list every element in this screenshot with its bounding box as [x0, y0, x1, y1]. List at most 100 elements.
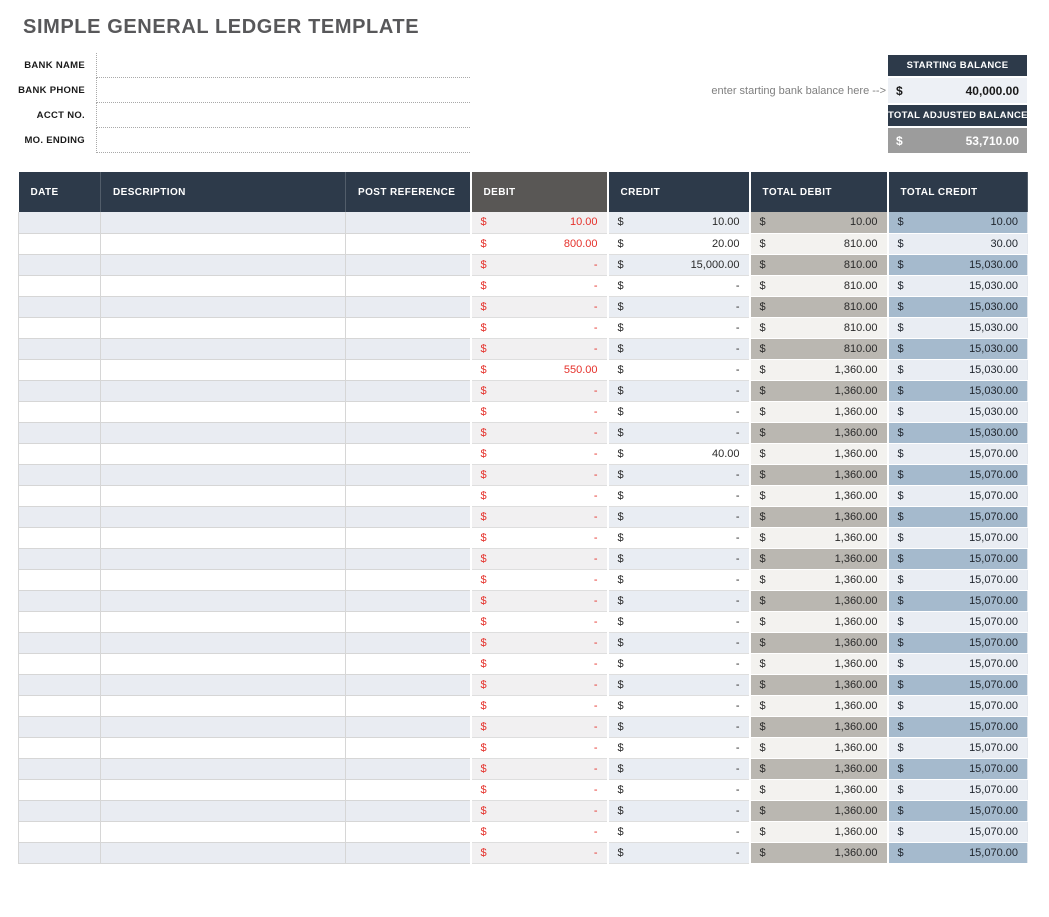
description-cell[interactable] — [100, 464, 346, 486]
total-debit-cell[interactable]: $1,360.00 — [748, 800, 888, 822]
description-cell[interactable] — [100, 821, 346, 843]
debit-cell[interactable]: $550.00 — [469, 359, 608, 381]
post-reference-cell[interactable] — [345, 779, 471, 801]
post-reference-cell[interactable] — [345, 758, 471, 780]
total-credit-cell[interactable]: $15,070.00 — [886, 443, 1028, 465]
total-credit-cell[interactable]: $15,030.00 — [886, 422, 1028, 444]
date-cell[interactable] — [18, 443, 101, 465]
debit-cell[interactable]: $ - — [469, 674, 608, 696]
credit-cell[interactable]: $ - — [606, 695, 750, 717]
date-cell[interactable] — [18, 842, 101, 864]
total-credit-cell[interactable]: $15,070.00 — [886, 527, 1028, 549]
date-cell[interactable] — [18, 653, 101, 675]
credit-cell[interactable]: $15,000.00 — [606, 254, 750, 276]
total-credit-cell[interactable]: $15,030.00 — [886, 380, 1028, 402]
date-cell[interactable] — [18, 422, 101, 444]
date-cell[interactable] — [18, 359, 101, 381]
description-cell[interactable] — [100, 485, 346, 507]
credit-cell[interactable]: $ - — [606, 296, 750, 318]
total-credit-cell[interactable]: $15,070.00 — [886, 716, 1028, 738]
credit-cell[interactable]: $ - — [606, 590, 750, 612]
total-credit-cell[interactable]: $15,070.00 — [886, 821, 1028, 843]
post-reference-cell[interactable] — [345, 464, 471, 486]
credit-cell[interactable]: $ - — [606, 842, 750, 864]
total-debit-cell[interactable]: $1,360.00 — [748, 716, 888, 738]
credit-cell[interactable]: $ - — [606, 569, 750, 591]
debit-cell[interactable]: $ - — [469, 296, 608, 318]
total-credit-cell[interactable]: $15,070.00 — [886, 506, 1028, 528]
description-cell[interactable] — [100, 212, 346, 234]
description-cell[interactable] — [100, 611, 346, 633]
total-debit-cell[interactable]: $810.00 — [748, 254, 888, 276]
date-cell[interactable] — [18, 821, 101, 843]
total-debit-cell[interactable]: $1,360.00 — [748, 842, 888, 864]
date-cell[interactable] — [18, 485, 101, 507]
date-cell[interactable] — [18, 317, 101, 339]
post-reference-cell[interactable] — [345, 296, 471, 318]
credit-cell[interactable]: $ - — [606, 716, 750, 738]
total-credit-cell[interactable]: $15,030.00 — [886, 275, 1028, 297]
post-reference-cell[interactable] — [345, 548, 471, 570]
date-cell[interactable] — [18, 254, 101, 276]
credit-cell[interactable]: $ - — [606, 317, 750, 339]
post-reference-cell[interactable] — [345, 254, 471, 276]
debit-cell[interactable]: $ - — [469, 527, 608, 549]
credit-cell[interactable]: $10.00 — [606, 212, 750, 234]
post-reference-cell[interactable] — [345, 695, 471, 717]
description-cell[interactable] — [100, 737, 346, 759]
credit-cell[interactable]: $ - — [606, 632, 750, 654]
debit-cell[interactable]: $ - — [469, 590, 608, 612]
total-debit-cell[interactable]: $810.00 — [748, 275, 888, 297]
description-cell[interactable] — [100, 632, 346, 654]
total-credit-cell[interactable]: $15,030.00 — [886, 254, 1028, 276]
total-debit-cell[interactable]: $1,360.00 — [748, 590, 888, 612]
date-cell[interactable] — [18, 674, 101, 696]
post-reference-cell[interactable] — [345, 485, 471, 507]
post-reference-cell[interactable] — [345, 653, 471, 675]
date-cell[interactable] — [18, 716, 101, 738]
description-cell[interactable] — [100, 674, 346, 696]
debit-cell[interactable]: $ - — [469, 506, 608, 528]
debit-cell[interactable]: $ - — [469, 317, 608, 339]
debit-cell[interactable]: $ - — [469, 422, 608, 444]
total-debit-cell[interactable]: $1,360.00 — [748, 821, 888, 843]
credit-cell[interactable]: $ - — [606, 422, 750, 444]
description-cell[interactable] — [100, 359, 346, 381]
post-reference-cell[interactable] — [345, 380, 471, 402]
total-credit-cell[interactable]: $15,070.00 — [886, 569, 1028, 591]
debit-cell[interactable]: $ - — [469, 275, 608, 297]
debit-cell[interactable]: $800.00 — [469, 233, 608, 255]
description-cell[interactable] — [100, 338, 346, 360]
date-cell[interactable] — [18, 338, 101, 360]
bank-phone-input[interactable] — [96, 78, 470, 103]
credit-cell[interactable]: $ - — [606, 527, 750, 549]
total-credit-cell[interactable]: $15,070.00 — [886, 779, 1028, 801]
description-cell[interactable] — [100, 695, 346, 717]
credit-cell[interactable]: $ - — [606, 548, 750, 570]
total-debit-cell[interactable]: $810.00 — [748, 338, 888, 360]
description-cell[interactable] — [100, 317, 346, 339]
post-reference-cell[interactable] — [345, 443, 471, 465]
total-debit-cell[interactable]: $1,360.00 — [748, 632, 888, 654]
post-reference-cell[interactable] — [345, 632, 471, 654]
post-reference-cell[interactable] — [345, 611, 471, 633]
description-cell[interactable] — [100, 443, 346, 465]
total-debit-cell[interactable]: $1,360.00 — [748, 674, 888, 696]
total-debit-cell[interactable]: $1,360.00 — [748, 737, 888, 759]
total-debit-cell[interactable]: $1,360.00 — [748, 569, 888, 591]
total-debit-cell[interactable]: $1,360.00 — [748, 695, 888, 717]
date-cell[interactable] — [18, 758, 101, 780]
total-debit-cell[interactable]: $1,360.00 — [748, 548, 888, 570]
debit-cell[interactable]: $ - — [469, 716, 608, 738]
total-debit-cell[interactable]: $1,360.00 — [748, 485, 888, 507]
description-cell[interactable] — [100, 569, 346, 591]
post-reference-cell[interactable] — [345, 506, 471, 528]
debit-cell[interactable]: $ - — [469, 779, 608, 801]
total-debit-cell[interactable]: $1,360.00 — [748, 443, 888, 465]
total-credit-cell[interactable]: $15,070.00 — [886, 611, 1028, 633]
credit-cell[interactable]: $ - — [606, 506, 750, 528]
date-cell[interactable] — [18, 401, 101, 423]
date-cell[interactable] — [18, 590, 101, 612]
description-cell[interactable] — [100, 233, 346, 255]
debit-cell[interactable]: $ - — [469, 800, 608, 822]
